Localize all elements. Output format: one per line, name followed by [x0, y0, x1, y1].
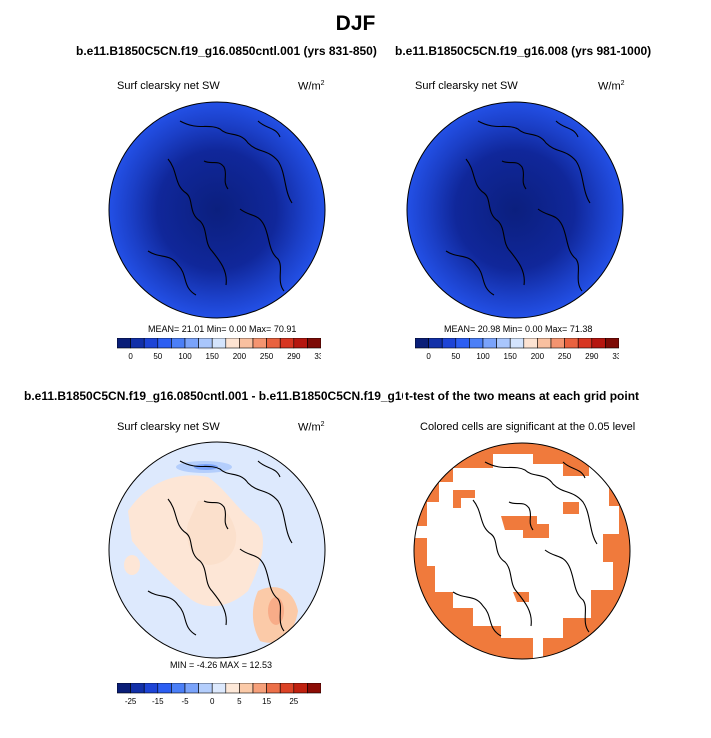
panel1-colorbar-tick-label: 290: [287, 352, 301, 361]
panel3-colorbar: -25 -15 -5 0 5 15 25: [117, 683, 321, 706]
panel4-subtitle: Colored cells are significant at the 0.0…: [420, 421, 636, 433]
panel1-title: b.e11.B1850C5CN.f19_g16.0850cntl.001 (yr…: [76, 44, 377, 58]
panel2-colorbar-cell: [509, 338, 525, 349]
panel2-colorbar-cell: [550, 338, 565, 349]
panel1-colorbar-cell: [117, 338, 131, 349]
panel3-title: b.e11.B1850C5CN.f19_g16.0850cntl.001 - b…: [24, 389, 432, 403]
panel3-colorbar-cell: [266, 683, 281, 694]
panel3-colorbar-cell: [157, 683, 172, 694]
panel1-colorbar-cell: [171, 338, 186, 349]
panel2-units: W/m2: [598, 80, 625, 93]
panel2-colorbar-cell: [523, 338, 538, 349]
panel3-colorbar-tick-label: 25: [289, 697, 298, 706]
panel1-colorbar-cell: [211, 338, 227, 349]
panel3-colorbar-cell: [184, 683, 199, 694]
page-title: DJF: [335, 12, 376, 35]
panel3-colorbar-cell: [239, 683, 254, 694]
panel3-colorbar-cell: [279, 683, 295, 694]
panel1-colorbar-cell: [239, 338, 254, 349]
panel2-colorbar-tick-label: 50: [451, 352, 460, 361]
panel3-colorbar-tick-label: -15: [152, 697, 164, 706]
panel3-units: W/m2: [298, 421, 325, 434]
panel1-variable-label: Surf clearsky net SW: [117, 80, 220, 92]
panel3-colorbar-cell: [252, 683, 267, 694]
panel1-colorbar-cell: [266, 338, 281, 349]
panel4-coastlines: [452, 461, 598, 637]
panel2-colorbar-tick-label: 200: [531, 352, 545, 361]
panel3-colorbar-tick-label: 15: [262, 697, 271, 706]
panel3-colorbar-cell: [211, 683, 227, 694]
panel1-colorbar-tick-label: 50: [153, 352, 162, 361]
panel3-stats: MIN = -4.26 MAX = 12.53: [170, 660, 273, 670]
panel3-colorbar-tick-label: 0: [210, 697, 215, 706]
panel1-coastlines: [147, 120, 293, 296]
panel1-stats: MEAN= 21.01 Min= 0.00 Max= 70.91: [148, 324, 297, 334]
panel1-map-disk: [108, 101, 326, 319]
panel1-colorbar-tick-label: 330: [314, 352, 321, 361]
panel2-colorbar-tick-label: 250: [558, 352, 572, 361]
panel3-colorbar-cell: [293, 683, 308, 694]
panel1-polar-map: [108, 101, 326, 319]
panel2-variable-label: Surf clearsky net SW: [415, 80, 518, 92]
panel1-colorbar-cell: [307, 338, 321, 349]
panel2-colorbar-cell: [537, 338, 552, 349]
panel1-colorbar-cell: [252, 338, 267, 349]
panel3-colorbar-tick-label: 5: [237, 697, 242, 706]
panel2-polar-map: [406, 101, 624, 319]
panel2-colorbar-tick-label: 0: [426, 352, 431, 361]
panel1-colorbar-cell: [184, 338, 199, 349]
panel1-colorbar: 0 50 100 150 200 250 290 330: [117, 338, 321, 361]
panel2-colorbar-cell: [455, 338, 470, 349]
panel2-colorbar-cell: [496, 338, 511, 349]
panel2-colorbar-tick-label: 150: [504, 352, 518, 361]
panel3-colorbar-cell: [307, 683, 321, 694]
panel3-coastlines: [147, 460, 293, 636]
panel2-title: b.e11.B1850C5CN.f19_g16.008 (yrs 981-100…: [395, 44, 652, 58]
panel2-colorbar: 0 50 100 150 200 250 290 330: [415, 338, 619, 361]
panel2-coastlines: [445, 120, 591, 296]
panel1-colorbar-cell: [225, 338, 240, 349]
panel2-colorbar-tick-label: 100: [476, 352, 490, 361]
panel1-colorbar-tick-label: 100: [178, 352, 192, 361]
panel1-colorbar-tick-label: 200: [233, 352, 247, 361]
panel1-colorbar-tick-label: 150: [206, 352, 220, 361]
panel3-colorbar-cell: [117, 683, 131, 694]
panel1-colorbar-cell: [198, 338, 213, 349]
panel2-map-disk: [406, 101, 624, 319]
panel2-colorbar-cell: [469, 338, 484, 349]
panel3-colorbar-cell: [143, 683, 159, 694]
panel1-colorbar-tick-label: 250: [260, 352, 274, 361]
panel1-colorbar-tick-label: 0: [128, 352, 133, 361]
panel2-colorbar-cell: [428, 338, 443, 349]
panel3-polar-map: [108, 441, 326, 659]
panel2-colorbar-cell: [564, 338, 579, 349]
panel1-colorbar-cell: [130, 338, 145, 349]
panel3-colorbar-cell: [130, 683, 145, 694]
panel1-colorbar-cell: [293, 338, 308, 349]
panel2-colorbar-tick-label: 290: [585, 352, 599, 361]
panel2-colorbar-cell: [415, 338, 429, 349]
panel1-units: W/m2: [298, 80, 325, 93]
panel2-colorbar-cell: [577, 338, 593, 349]
panel2-colorbar-tick-label: 330: [612, 352, 619, 361]
panel3-colorbar-tick-label: -5: [181, 697, 189, 706]
panel4-polar-map: [413, 442, 631, 660]
panel3-colorbar-tick-label: -25: [125, 697, 137, 706]
panel3-colorbar-cell: [198, 683, 213, 694]
panel2-colorbar-cell: [482, 338, 497, 349]
panel1-colorbar-cell: [157, 338, 172, 349]
panel1-colorbar-cell: [279, 338, 295, 349]
panel2-stats: MEAN= 20.98 Min= 0.00 Max= 71.38: [444, 324, 593, 334]
panel2-colorbar-cell: [591, 338, 606, 349]
panel2-colorbar-cell: [441, 338, 457, 349]
panel2-colorbar-cell: [605, 338, 619, 349]
panel3-colorbar-cell: [225, 683, 240, 694]
panel1-colorbar-cell: [143, 338, 159, 349]
panel3-variable-label: Surf clearsky net SW: [117, 421, 220, 433]
panel3-colorbar-cell: [171, 683, 186, 694]
panel4-title: t-test of the two means at each grid poi…: [403, 389, 640, 403]
